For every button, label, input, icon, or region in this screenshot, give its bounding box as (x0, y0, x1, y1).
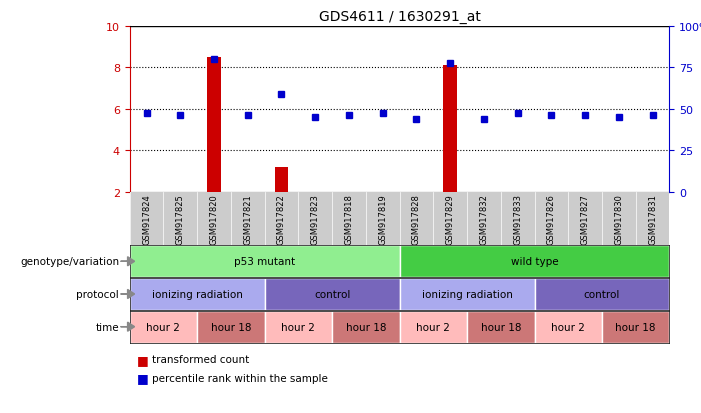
Text: wild type: wild type (511, 256, 558, 267)
Text: hour 18: hour 18 (615, 322, 656, 332)
Text: ionizing radiation: ionizing radiation (151, 289, 243, 299)
Text: GSM917828: GSM917828 (412, 194, 421, 244)
Bar (535, 278, 669, 310)
Text: GSM917829: GSM917829 (446, 194, 455, 244)
Text: GSM917827: GSM917827 (580, 194, 590, 244)
Bar (400, 278, 535, 310)
Bar (197, 311, 265, 343)
Bar (275, 167, 288, 192)
Text: GSM917826: GSM917826 (547, 194, 556, 244)
Bar (130, 278, 265, 310)
Bar (130, 311, 197, 343)
Bar (535, 311, 602, 343)
Bar (332, 311, 400, 343)
Text: hour 18: hour 18 (210, 322, 251, 332)
Bar (207, 58, 221, 192)
Text: hour 2: hour 2 (551, 322, 585, 332)
Text: GSM917821: GSM917821 (243, 194, 252, 244)
Text: hour 2: hour 2 (281, 322, 315, 332)
Text: p53 mutant: p53 mutant (234, 256, 295, 267)
Text: GSM917822: GSM917822 (277, 194, 286, 244)
Text: genotype/variation: genotype/variation (20, 256, 119, 267)
Text: ■: ■ (137, 353, 149, 366)
Bar (444, 66, 457, 192)
Bar (130, 246, 400, 278)
Title: GDS4611 / 1630291_at: GDS4611 / 1630291_at (319, 10, 480, 24)
Text: protocol: protocol (76, 289, 119, 299)
Text: ionizing radiation: ionizing radiation (421, 289, 512, 299)
Text: control: control (314, 289, 350, 299)
Bar (265, 278, 400, 310)
Text: GSM917833: GSM917833 (513, 193, 522, 244)
Text: hour 18: hour 18 (346, 322, 386, 332)
Bar (602, 311, 669, 343)
Text: control: control (584, 289, 620, 299)
Text: hour 2: hour 2 (416, 322, 450, 332)
Text: hour 18: hour 18 (480, 322, 521, 332)
Text: time: time (95, 322, 119, 332)
Bar (467, 311, 535, 343)
Text: GSM917832: GSM917832 (479, 194, 489, 244)
Text: GSM917823: GSM917823 (311, 194, 320, 244)
Text: GSM917819: GSM917819 (379, 194, 387, 244)
Text: GSM917825: GSM917825 (176, 194, 185, 244)
Text: transformed count: transformed count (152, 354, 250, 364)
Text: ■: ■ (137, 371, 149, 385)
Bar (400, 311, 467, 343)
Bar (265, 311, 332, 343)
Text: percentile rank within the sample: percentile rank within the sample (152, 373, 328, 383)
Text: GSM917824: GSM917824 (142, 194, 151, 244)
Text: hour 2: hour 2 (147, 322, 180, 332)
Text: GSM917831: GSM917831 (648, 194, 657, 244)
Text: GSM917820: GSM917820 (210, 194, 219, 244)
Text: GSM917830: GSM917830 (614, 194, 623, 244)
Text: GSM917818: GSM917818 (344, 194, 353, 244)
Bar (400, 246, 669, 278)
